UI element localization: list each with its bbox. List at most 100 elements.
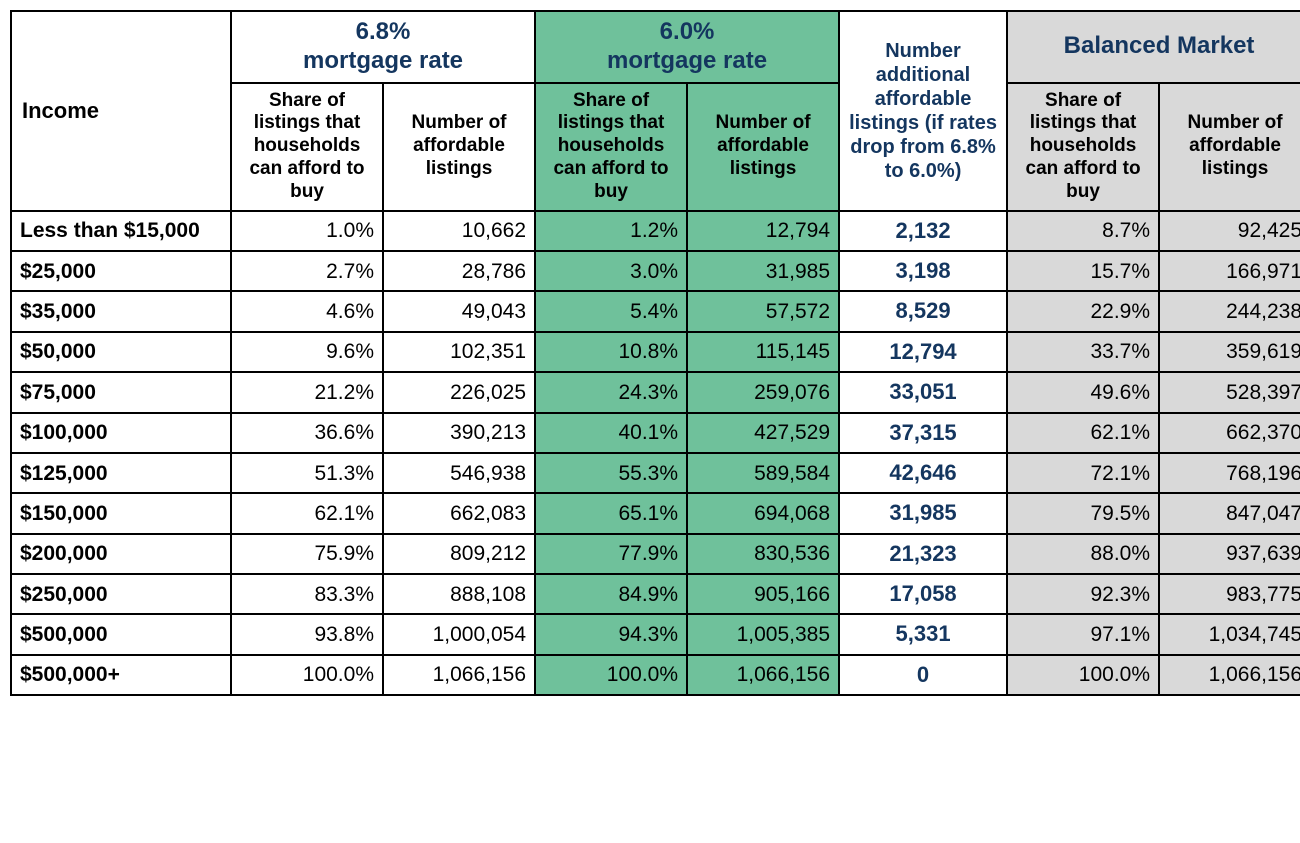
cell-number-60: 905,166 <box>687 574 839 614</box>
cell-share-balanced: 22.9% <box>1007 291 1159 331</box>
cell-number-68: 546,938 <box>383 453 535 493</box>
cell-income: $500,000 <box>11 614 231 654</box>
cell-share-balanced: 62.1% <box>1007 413 1159 453</box>
cell-share-60: 100.0% <box>535 655 687 695</box>
cell-number-60: 259,076 <box>687 372 839 412</box>
cell-income: $500,000+ <box>11 655 231 695</box>
cell-number-60: 31,985 <box>687 251 839 291</box>
cell-additional: 5,331 <box>839 614 1007 654</box>
cell-share-balanced: 8.7% <box>1007 211 1159 251</box>
cell-share-68: 1.0% <box>231 211 383 251</box>
table-row: Less than $15,0001.0%10,6621.2%12,7942,1… <box>11 211 1300 251</box>
cell-number-balanced: 768,196 <box>1159 453 1300 493</box>
table-row: $125,00051.3%546,93855.3%589,58442,64672… <box>11 453 1300 493</box>
cell-income: $150,000 <box>11 493 231 533</box>
table-header: Income 6.8%mortgage rate 6.0%mortgage ra… <box>11 11 1300 211</box>
table-row: $500,000+100.0%1,066,156100.0%1,066,1560… <box>11 655 1300 695</box>
cell-income: $100,000 <box>11 413 231 453</box>
cell-number-68: 10,662 <box>383 211 535 251</box>
cell-number-68: 809,212 <box>383 534 535 574</box>
cell-number-68: 226,025 <box>383 372 535 412</box>
cell-share-68: 21.2% <box>231 372 383 412</box>
cell-share-68: 4.6% <box>231 291 383 331</box>
cell-share-60: 65.1% <box>535 493 687 533</box>
cell-income: $250,000 <box>11 574 231 614</box>
cell-share-60: 5.4% <box>535 291 687 331</box>
cell-share-60: 55.3% <box>535 453 687 493</box>
cell-share-68: 93.8% <box>231 614 383 654</box>
affordability-table: Income 6.8%mortgage rate 6.0%mortgage ra… <box>10 10 1300 696</box>
cell-share-60: 1.2% <box>535 211 687 251</box>
header-share-balanced: Share of listings that households can af… <box>1007 83 1159 211</box>
table-row: $250,00083.3%888,10884.9%905,16617,05892… <box>11 574 1300 614</box>
cell-number-balanced: 983,775 <box>1159 574 1300 614</box>
cell-income: $200,000 <box>11 534 231 574</box>
cell-number-balanced: 528,397 <box>1159 372 1300 412</box>
cell-number-68: 1,000,054 <box>383 614 535 654</box>
cell-number-balanced: 92,425 <box>1159 211 1300 251</box>
cell-number-balanced: 244,238 <box>1159 291 1300 331</box>
cell-additional: 42,646 <box>839 453 1007 493</box>
cell-share-60: 94.3% <box>535 614 687 654</box>
cell-number-60: 694,068 <box>687 493 839 533</box>
cell-additional: 2,132 <box>839 211 1007 251</box>
cell-share-68: 75.9% <box>231 534 383 574</box>
cell-additional: 31,985 <box>839 493 1007 533</box>
cell-share-68: 62.1% <box>231 493 383 533</box>
cell-share-balanced: 79.5% <box>1007 493 1159 533</box>
header-number-60: Number of affordable listings <box>687 83 839 211</box>
cell-number-balanced: 662,370 <box>1159 413 1300 453</box>
cell-additional: 21,323 <box>839 534 1007 574</box>
cell-share-68: 2.7% <box>231 251 383 291</box>
table-row: $50,0009.6%102,35110.8%115,14512,79433.7… <box>11 332 1300 372</box>
cell-number-balanced: 166,971 <box>1159 251 1300 291</box>
cell-income: $35,000 <box>11 291 231 331</box>
cell-number-60: 589,584 <box>687 453 839 493</box>
cell-share-balanced: 92.3% <box>1007 574 1159 614</box>
cell-additional: 33,051 <box>839 372 1007 412</box>
header-income: Income <box>11 11 231 211</box>
cell-number-60: 57,572 <box>687 291 839 331</box>
cell-share-balanced: 49.6% <box>1007 372 1159 412</box>
cell-share-balanced: 100.0% <box>1007 655 1159 695</box>
cell-share-60: 3.0% <box>535 251 687 291</box>
cell-number-68: 49,043 <box>383 291 535 331</box>
cell-share-60: 24.3% <box>535 372 687 412</box>
table-row: $100,00036.6%390,21340.1%427,52937,31562… <box>11 413 1300 453</box>
cell-number-60: 12,794 <box>687 211 839 251</box>
cell-number-60: 830,536 <box>687 534 839 574</box>
table-row: $200,00075.9%809,21277.9%830,53621,32388… <box>11 534 1300 574</box>
cell-additional: 0 <box>839 655 1007 695</box>
cell-income: Less than $15,000 <box>11 211 231 251</box>
cell-share-balanced: 33.7% <box>1007 332 1159 372</box>
cell-additional: 8,529 <box>839 291 1007 331</box>
cell-additional: 37,315 <box>839 413 1007 453</box>
cell-share-balanced: 97.1% <box>1007 614 1159 654</box>
cell-income: $75,000 <box>11 372 231 412</box>
cell-share-60: 77.9% <box>535 534 687 574</box>
table-row: $500,00093.8%1,000,05494.3%1,005,3855,33… <box>11 614 1300 654</box>
table-body: Less than $15,0001.0%10,6621.2%12,7942,1… <box>11 211 1300 696</box>
header-number-balanced: Number of affordable listings <box>1159 83 1300 211</box>
cell-number-balanced: 1,066,156 <box>1159 655 1300 695</box>
header-number-68: Number of affordable listings <box>383 83 535 211</box>
cell-number-60: 1,066,156 <box>687 655 839 695</box>
cell-income: $125,000 <box>11 453 231 493</box>
cell-number-balanced: 359,619 <box>1159 332 1300 372</box>
cell-income: $25,000 <box>11 251 231 291</box>
cell-number-balanced: 1,034,745 <box>1159 614 1300 654</box>
cell-share-68: 36.6% <box>231 413 383 453</box>
cell-additional: 3,198 <box>839 251 1007 291</box>
cell-number-balanced: 847,047 <box>1159 493 1300 533</box>
cell-number-68: 1,066,156 <box>383 655 535 695</box>
cell-number-balanced: 937,639 <box>1159 534 1300 574</box>
header-share-68: Share of listings that households can af… <box>231 83 383 211</box>
cell-income: $50,000 <box>11 332 231 372</box>
cell-number-68: 102,351 <box>383 332 535 372</box>
cell-share-68: 100.0% <box>231 655 383 695</box>
cell-share-balanced: 72.1% <box>1007 453 1159 493</box>
header-balanced: Balanced Market <box>1007 11 1300 83</box>
cell-number-60: 1,005,385 <box>687 614 839 654</box>
cell-share-balanced: 15.7% <box>1007 251 1159 291</box>
cell-number-68: 390,213 <box>383 413 535 453</box>
